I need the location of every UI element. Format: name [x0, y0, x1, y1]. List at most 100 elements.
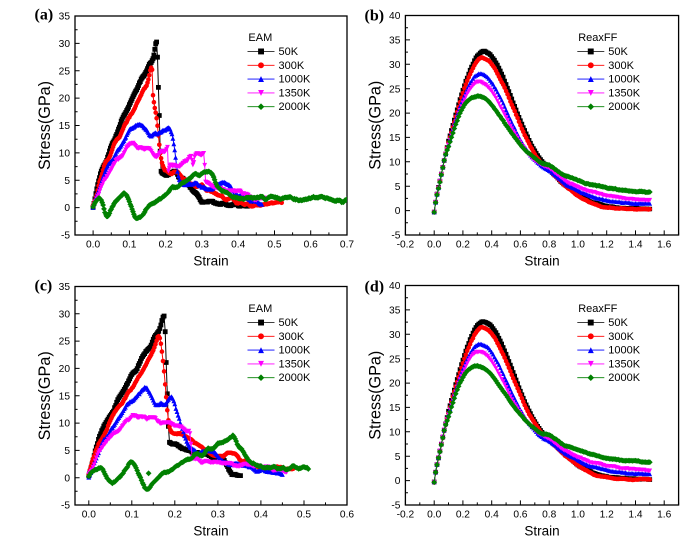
svg-text:0.6: 0.6 [304, 239, 318, 250]
svg-text:300K: 300K [279, 60, 305, 72]
svg-text:0.6: 0.6 [513, 239, 527, 250]
svg-text:1.2: 1.2 [600, 509, 614, 520]
svg-text:1.4: 1.4 [628, 239, 642, 250]
svg-text:50K: 50K [608, 46, 628, 58]
svg-text:0.8: 0.8 [542, 509, 556, 520]
svg-text:1350K: 1350K [608, 358, 640, 370]
svg-text:25: 25 [59, 66, 71, 77]
svg-text:0.4: 0.4 [485, 509, 499, 520]
svg-text:1000K: 1000K [608, 74, 640, 86]
svg-text:5: 5 [64, 446, 70, 457]
svg-text:1350K: 1350K [608, 87, 640, 99]
svg-text:-5: -5 [61, 231, 70, 242]
svg-text:0.6: 0.6 [340, 509, 354, 520]
svg-text:0.0: 0.0 [86, 239, 100, 250]
svg-text:0.8: 0.8 [542, 239, 556, 250]
svg-text:300K: 300K [279, 331, 305, 343]
svg-text:0.2: 0.2 [456, 239, 470, 250]
svg-text:1000K: 1000K [279, 345, 311, 357]
svg-text:30: 30 [59, 309, 71, 320]
svg-text:-0.2: -0.2 [397, 509, 415, 520]
svg-text:50K: 50K [608, 317, 628, 329]
svg-text:10: 10 [389, 427, 401, 438]
svg-text:1.2: 1.2 [600, 239, 614, 250]
svg-text:Strain: Strain [524, 254, 559, 269]
svg-text:1000K: 1000K [279, 74, 311, 86]
svg-text:5: 5 [395, 182, 401, 193]
svg-text:1000K: 1000K [608, 345, 640, 357]
svg-text:25: 25 [389, 84, 401, 95]
svg-text:0: 0 [395, 476, 401, 487]
svg-text:(c): (c) [35, 278, 53, 295]
svg-text:Stress(GPa): Stress(GPa) [366, 81, 384, 170]
svg-text:1.0: 1.0 [571, 239, 585, 250]
svg-text:0.7: 0.7 [340, 239, 354, 250]
svg-text:50K: 50K [279, 46, 299, 58]
svg-text:EAM: EAM [248, 303, 272, 315]
svg-text:30: 30 [389, 60, 401, 71]
svg-text:30: 30 [389, 330, 401, 341]
svg-text:Strain: Strain [193, 254, 228, 269]
svg-text:5: 5 [64, 176, 70, 187]
svg-text:10: 10 [389, 157, 401, 168]
svg-text:5: 5 [395, 452, 401, 463]
svg-text:0.3: 0.3 [195, 239, 209, 250]
svg-text:EAM: EAM [248, 32, 272, 44]
svg-text:35: 35 [389, 306, 401, 317]
svg-text:0.0: 0.0 [82, 509, 96, 520]
svg-text:1350K: 1350K [279, 358, 311, 370]
svg-text:0.2: 0.2 [168, 509, 182, 520]
svg-text:25: 25 [389, 354, 401, 365]
svg-text:ReaxFF: ReaxFF [578, 303, 617, 315]
svg-text:0: 0 [395, 206, 401, 217]
svg-text:-5: -5 [391, 231, 400, 242]
svg-text:Strain: Strain [524, 524, 559, 539]
svg-text:(d): (d) [365, 279, 385, 296]
svg-text:15: 15 [389, 403, 401, 414]
svg-text:Stress(GPa): Stress(GPa) [36, 351, 54, 440]
svg-text:15: 15 [59, 121, 71, 132]
svg-text:300K: 300K [608, 331, 634, 343]
svg-text:-5: -5 [391, 501, 400, 512]
svg-text:2000K: 2000K [608, 101, 640, 113]
svg-text:35: 35 [59, 282, 71, 293]
svg-text:35: 35 [389, 36, 401, 47]
svg-text:1.6: 1.6 [657, 509, 671, 520]
svg-text:50K: 50K [279, 317, 299, 329]
svg-text:0.1: 0.1 [125, 509, 139, 520]
svg-text:35: 35 [59, 12, 71, 23]
svg-text:10: 10 [59, 419, 71, 430]
svg-text:0: 0 [64, 473, 70, 484]
svg-text:Strain: Strain [193, 524, 228, 539]
svg-text:1.6: 1.6 [657, 239, 671, 250]
svg-text:0.5: 0.5 [267, 239, 281, 250]
svg-text:0.4: 0.4 [231, 239, 245, 250]
svg-text:15: 15 [389, 133, 401, 144]
svg-text:Stress(GPa): Stress(GPa) [366, 351, 384, 440]
svg-text:0: 0 [64, 203, 70, 214]
svg-text:1.0: 1.0 [571, 509, 585, 520]
svg-text:Stress(GPa): Stress(GPa) [36, 81, 54, 170]
svg-text:0.0: 0.0 [427, 239, 441, 250]
svg-text:ReaxFF: ReaxFF [578, 32, 617, 44]
svg-text:0.2: 0.2 [159, 239, 173, 250]
svg-text:2000K: 2000K [279, 101, 311, 113]
svg-text:40: 40 [389, 11, 401, 22]
svg-text:30: 30 [59, 39, 71, 50]
svg-text:0.4: 0.4 [485, 239, 499, 250]
svg-text:0.4: 0.4 [254, 509, 268, 520]
svg-text:0.2: 0.2 [456, 509, 470, 520]
svg-text:-0.2: -0.2 [397, 239, 415, 250]
svg-text:2000K: 2000K [608, 372, 640, 384]
svg-text:0.1: 0.1 [122, 239, 136, 250]
svg-text:-5: -5 [61, 501, 70, 512]
svg-text:300K: 300K [608, 60, 634, 72]
svg-text:0.5: 0.5 [297, 509, 311, 520]
svg-text:20: 20 [389, 379, 401, 390]
svg-text:20: 20 [59, 94, 71, 105]
svg-text:0.6: 0.6 [513, 509, 527, 520]
svg-text:20: 20 [59, 364, 71, 375]
svg-text:25: 25 [59, 337, 71, 348]
svg-text:1350K: 1350K [279, 87, 311, 99]
svg-text:20: 20 [389, 109, 401, 120]
